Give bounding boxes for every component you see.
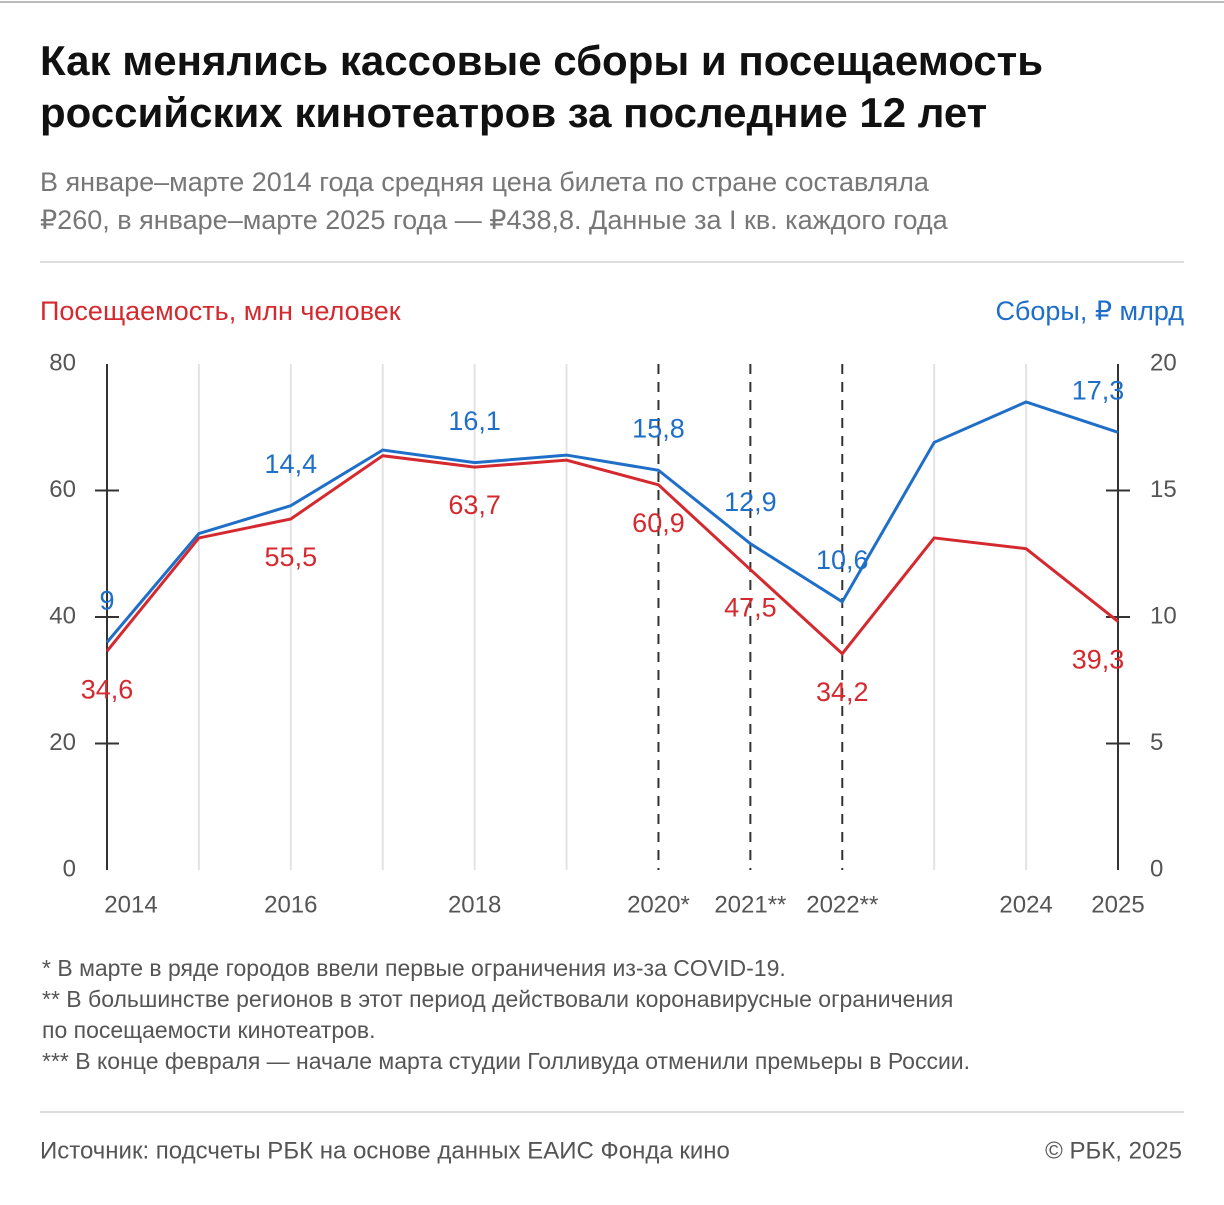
x-tick-label: 2016 xyxy=(264,891,317,918)
value-label: 16,1 xyxy=(448,406,501,436)
value-label: 10,6 xyxy=(816,545,869,575)
y2-axis-title: Сборы, ₽ млрд xyxy=(995,296,1184,326)
chart-title: Как менялись кассовые сборы и посещаемос… xyxy=(40,37,1043,84)
value-label: 34,6 xyxy=(81,674,134,704)
x-tick-label: 2020* xyxy=(627,891,690,918)
line-series xyxy=(105,454,1119,656)
y-tick-label: 20 xyxy=(49,729,76,756)
x-tick-label: 2021** xyxy=(714,891,786,918)
value-label: 47,5 xyxy=(724,593,777,623)
y-tick-label: 80 xyxy=(49,349,76,376)
value-label: 55,5 xyxy=(265,542,318,572)
y2-tick-label: 20 xyxy=(1150,349,1177,376)
footnote: по посещаемости кинотеатров. xyxy=(42,1017,376,1043)
source: Источник: подсчеты РБК на основе данных … xyxy=(40,1137,730,1164)
value-label: 12,9 xyxy=(724,487,777,517)
y-axis-title: Посещаемость, млн человек xyxy=(40,296,401,326)
y2-tick-label: 10 xyxy=(1150,602,1177,629)
value-label: 34,2 xyxy=(816,677,869,707)
x-tick-label: 2022** xyxy=(806,891,878,918)
value-label: 9 xyxy=(99,585,114,615)
value-label: 39,3 xyxy=(1072,645,1125,675)
x-tick-label: 2025 xyxy=(1091,891,1144,918)
value-label: 15,8 xyxy=(632,413,685,443)
y2-tick-label: 0 xyxy=(1150,855,1163,882)
y2-tick-label: 5 xyxy=(1150,729,1163,756)
copyright: © РБК, 2025 xyxy=(1045,1137,1182,1164)
y-tick-label: 0 xyxy=(63,855,76,882)
value-label: 63,7 xyxy=(448,490,501,520)
x-tick-label: 2018 xyxy=(448,891,501,918)
value-label: 17,3 xyxy=(1072,375,1125,405)
x-tick-label: 2014 xyxy=(104,891,157,918)
footnote: * В марте в ряде городов ввели первые ог… xyxy=(42,955,786,981)
y-tick-label: 60 xyxy=(49,476,76,503)
value-label: 60,9 xyxy=(632,508,685,538)
line-series xyxy=(105,400,1119,644)
footnote: *** В конце февраля — начале марта студи… xyxy=(42,1048,970,1074)
subtitle: В январе–марте 2014 года средняя цена би… xyxy=(40,167,930,197)
footnote: ** В большинстве регионов в этот период … xyxy=(42,986,953,1012)
y2-tick-label: 15 xyxy=(1150,476,1177,503)
chart-title: российских кинотеатров за последние 12 л… xyxy=(40,89,987,136)
y-tick-label: 40 xyxy=(49,602,76,629)
subtitle: ₽260, в январе–марте 2025 года — ₽438,8.… xyxy=(40,205,949,235)
x-tick-label: 2024 xyxy=(999,891,1052,918)
value-label: 14,4 xyxy=(265,449,318,479)
